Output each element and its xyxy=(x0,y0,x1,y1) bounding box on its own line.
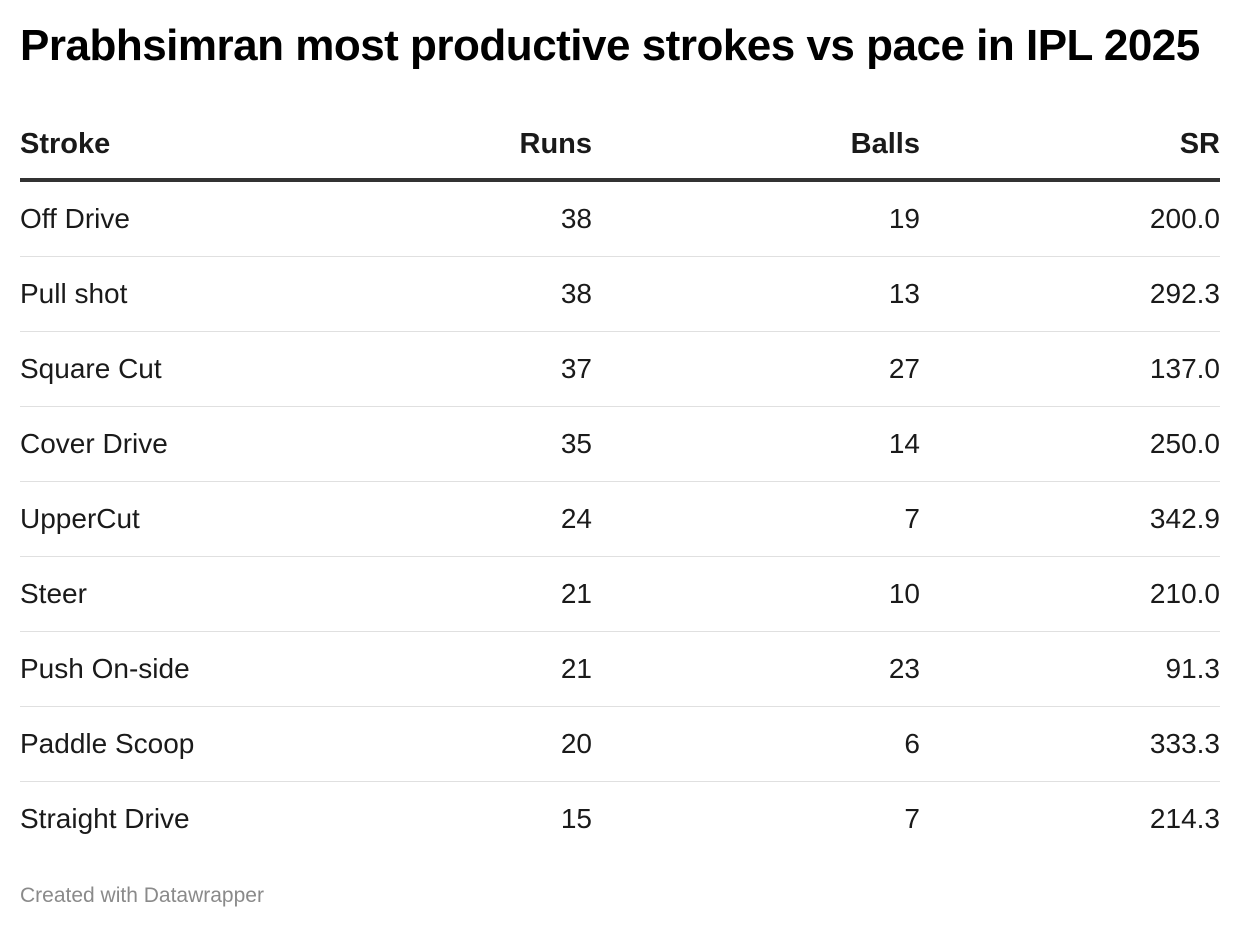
cell-stroke: Straight Drive xyxy=(20,803,190,834)
cell-runs: 35 xyxy=(560,428,592,459)
cell-sr: 214.3 xyxy=(1149,803,1220,834)
table-row: UpperCut 24 7 342.9 xyxy=(20,482,1220,557)
table-row: Paddle Scoop 20 6 333.3 xyxy=(20,707,1220,782)
cell-sr: 292.3 xyxy=(1149,278,1220,309)
table-row: Pull shot 38 13 292.3 xyxy=(20,257,1220,332)
cell-runs: 24 xyxy=(560,503,592,534)
cell-stroke: Off Drive xyxy=(20,203,130,234)
cell-stroke: Pull shot xyxy=(20,278,128,309)
table-header-row: Stroke Runs Balls SR xyxy=(20,110,1220,182)
cell-sr: 333.3 xyxy=(1149,728,1220,759)
cell-runs: 20 xyxy=(560,728,592,759)
data-table: Stroke Runs Balls SR Off Drive 38 19 200.0 P… xyxy=(20,110,1220,856)
cell-balls: 7 xyxy=(904,803,920,834)
cell-balls: 19 xyxy=(888,203,920,234)
column-header-balls[interactable]: Balls xyxy=(850,128,920,160)
cell-balls: 14 xyxy=(888,428,920,459)
table-row: Steer 21 10 210.0 xyxy=(20,557,1220,632)
cell-stroke: UpperCut xyxy=(20,503,140,534)
cell-runs: 21 xyxy=(560,653,592,684)
datawrapper-credit: Created with Datawrapper xyxy=(20,884,264,907)
cell-sr: 200.0 xyxy=(1149,203,1220,234)
cell-sr: 91.3 xyxy=(1165,653,1221,684)
cell-balls: 6 xyxy=(904,728,920,759)
cell-balls: 7 xyxy=(904,503,920,534)
table-row: Straight Drive 15 7 214.3 xyxy=(20,782,1220,856)
column-header-runs[interactable]: Runs xyxy=(519,128,593,160)
column-header-sr[interactable]: SR xyxy=(1179,128,1220,160)
cell-sr: 137.0 xyxy=(1149,353,1220,384)
table-row: Off Drive 38 19 200.0 xyxy=(20,182,1220,257)
table-row: Square Cut 37 27 137.0 xyxy=(20,332,1220,407)
cell-balls: 10 xyxy=(888,578,920,609)
cell-balls: 27 xyxy=(888,353,920,384)
cell-stroke: Steer xyxy=(20,578,87,609)
cell-sr: 250.0 xyxy=(1149,428,1220,459)
cell-stroke: Cover Drive xyxy=(20,428,168,459)
column-header-stroke[interactable]: Stroke xyxy=(20,128,111,160)
cell-runs: 21 xyxy=(560,578,592,609)
cell-balls: 13 xyxy=(888,278,920,309)
cell-stroke: Square Cut xyxy=(20,353,162,384)
cell-runs: 38 xyxy=(560,203,592,234)
cell-stroke: Push On-side xyxy=(20,653,190,684)
chart-title: Prabhsimran most productive strokes vs p… xyxy=(20,21,1200,70)
table-row: Push On-side 21 23 91.3 xyxy=(20,632,1220,707)
cell-stroke: Paddle Scoop xyxy=(20,728,195,759)
cell-runs: 38 xyxy=(560,278,592,309)
cell-sr: 210.0 xyxy=(1149,578,1220,609)
table-row: Cover Drive 35 14 250.0 xyxy=(20,407,1220,482)
cell-runs: 37 xyxy=(560,353,592,384)
cell-runs: 15 xyxy=(560,803,592,834)
table-body: Off Drive 38 19 200.0 Pull shot 38 13 292.3 Squa… xyxy=(20,182,1220,856)
cell-balls: 23 xyxy=(888,653,920,684)
cell-sr: 342.9 xyxy=(1149,503,1220,534)
